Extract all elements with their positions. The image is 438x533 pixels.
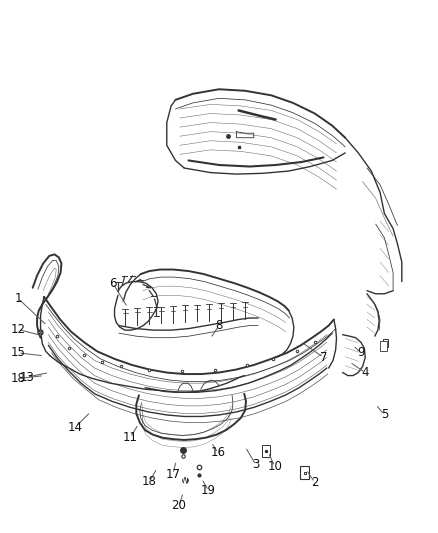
Text: 18: 18	[142, 475, 157, 488]
Text: 20: 20	[172, 499, 187, 512]
Text: 19: 19	[201, 484, 216, 497]
FancyBboxPatch shape	[262, 445, 270, 457]
Text: 14: 14	[68, 421, 83, 433]
Text: 11: 11	[123, 431, 138, 444]
Text: 6: 6	[109, 277, 117, 289]
FancyBboxPatch shape	[383, 339, 388, 347]
Text: 5: 5	[381, 408, 388, 422]
FancyBboxPatch shape	[300, 466, 309, 479]
Text: 15: 15	[11, 346, 25, 359]
FancyBboxPatch shape	[381, 342, 387, 351]
Text: 18: 18	[11, 372, 25, 385]
Text: 13: 13	[19, 370, 34, 384]
Text: 7: 7	[320, 351, 327, 364]
Text: 12: 12	[11, 323, 25, 336]
Text: 2: 2	[311, 476, 318, 489]
Text: 4: 4	[361, 366, 369, 379]
Text: 17: 17	[166, 467, 180, 481]
Text: 16: 16	[211, 446, 226, 459]
Text: 10: 10	[267, 460, 282, 473]
Text: 9: 9	[357, 346, 364, 359]
Text: 8: 8	[215, 319, 223, 332]
Text: 1: 1	[14, 292, 21, 305]
Text: 3: 3	[252, 458, 260, 472]
